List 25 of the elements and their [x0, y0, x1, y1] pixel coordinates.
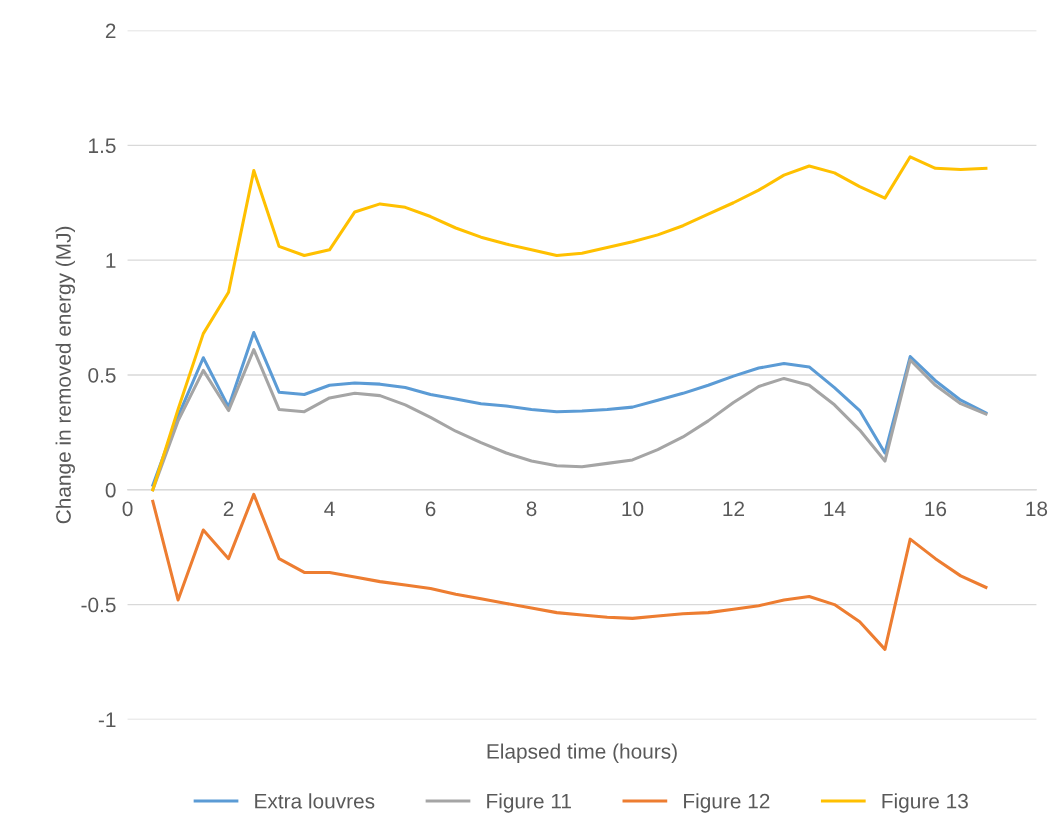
y-tick-label: -1	[98, 712, 116, 727]
legend-label: Figure 13	[882, 793, 968, 813]
x-tick-label: 8	[526, 501, 537, 517]
x-tick-label: 10	[622, 501, 644, 517]
y-tick-label: -0.5	[81, 597, 116, 613]
x-tick-label: 4	[324, 501, 335, 516]
y-tick-label: 1	[106, 253, 116, 268]
legend-label: Figure 11	[487, 793, 571, 813]
line-series	[151, 155, 988, 492]
x-tick-label: 6	[425, 501, 436, 517]
y-axis-title: Change in removed energy (MJ)	[55, 226, 75, 524]
x-tick-label: 16	[925, 501, 947, 517]
y-tick-label: 2	[105, 23, 116, 39]
y-tick-label: 0.5	[88, 367, 116, 383]
legend-label: Figure 12	[684, 793, 770, 813]
legend-label: Extra louvres	[255, 793, 375, 809]
y-tick-label: 0	[105, 482, 116, 498]
x-tick-label: 14	[824, 501, 846, 516]
x-tick-label: 12	[723, 501, 745, 516]
x-axis-title: Elapsed time (hours)	[487, 743, 677, 763]
x-tick-label: 18	[1026, 501, 1048, 517]
line-series	[151, 492, 988, 651]
x-tick-label: 0	[122, 501, 133, 517]
x-tick-label: 2	[223, 501, 234, 516]
y-tick-label: 1.5	[89, 138, 116, 154]
